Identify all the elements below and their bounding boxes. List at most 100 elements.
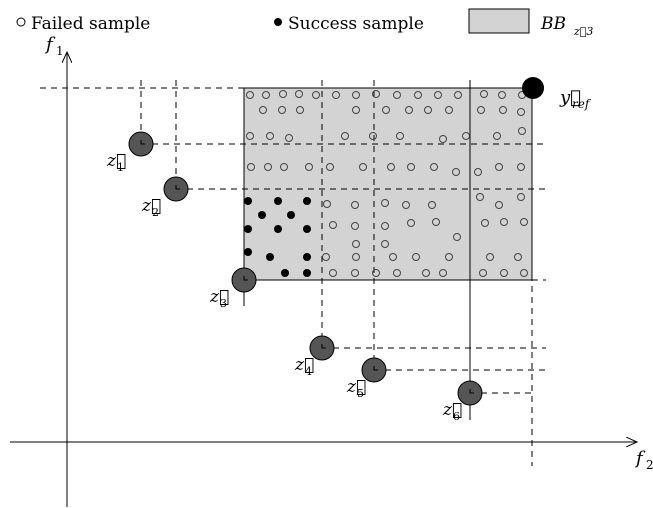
- failed-sample-marker: [246, 132, 254, 140]
- failed-sample-marker: [476, 193, 484, 201]
- success-sample-marker: [244, 248, 252, 256]
- failed-sample-marker: [479, 269, 487, 277]
- failed-sample-marker: [305, 163, 313, 171]
- failed-sample-marker: [247, 163, 255, 171]
- failed-sample-marker: [407, 219, 415, 227]
- failed-sample-marker: [262, 91, 270, 99]
- failed-sample-marker: [520, 218, 528, 226]
- failed-sample-marker: [396, 132, 404, 140]
- failed-sample-marker: [432, 218, 440, 226]
- point-z3-label-subscript: 3: [220, 297, 227, 310]
- failed-sample-marker: [414, 91, 422, 99]
- legend-box-subscript: z⃗3: [573, 25, 593, 38]
- point-z1-crosshair: [140, 140, 145, 145]
- reference-point: [522, 77, 544, 99]
- success-sample-marker: [303, 197, 311, 205]
- failed-sample-marker: [428, 201, 436, 209]
- failed-sample-marker: [462, 132, 470, 140]
- failed-sample-marker: [341, 132, 349, 140]
- failed-sample-marker: [518, 127, 526, 135]
- failed-sample-marker: [402, 201, 410, 209]
- failed-sample-marker: [381, 240, 389, 248]
- legend-failed-label: Failed sample: [31, 14, 150, 34]
- failed-sample-marker: [352, 106, 360, 114]
- failed-sample-marker: [352, 91, 360, 99]
- point-z1-label: z⃗: [106, 151, 126, 171]
- success-sample-marker: [281, 269, 289, 277]
- failed-sample-marker: [517, 163, 525, 171]
- failed-sample-marker: [393, 91, 401, 99]
- failed-sample-marker: [434, 91, 442, 99]
- legend-success-marker: [274, 18, 282, 26]
- failed-sample-marker: [422, 269, 430, 277]
- samples: [244, 90, 528, 277]
- failed-sample-marker: [500, 218, 508, 226]
- failed-sample-marker: [480, 90, 488, 98]
- failed-sample-marker: [351, 222, 359, 230]
- failed-sample-marker: [481, 219, 489, 227]
- failed-sample-marker: [407, 163, 415, 171]
- failed-sample-marker: [351, 201, 359, 209]
- point-z4-label-subscript: 4: [305, 365, 312, 378]
- failed-sample-marker: [329, 221, 337, 229]
- point-z4-crosshair: [321, 344, 326, 349]
- failed-sample-marker: [295, 90, 303, 98]
- failed-sample-marker: [264, 163, 272, 171]
- legend-box-swatch: [468, 8, 530, 34]
- y-axis-label: f: [44, 34, 56, 55]
- failed-sample-marker: [495, 163, 503, 171]
- point-z6-label-subscript: 6: [453, 410, 460, 423]
- point-z6-label: z⃗: [442, 400, 462, 420]
- points: z⃗1z⃗2z⃗3z⃗4z⃗5z⃗6: [106, 131, 483, 423]
- failed-sample-marker: [393, 269, 401, 277]
- reference-label-subscript: ref: [572, 97, 592, 111]
- point-z5-crosshair: [373, 366, 378, 371]
- failed-sample-marker: [387, 163, 395, 171]
- point-z1-label-subscript: 1: [117, 161, 124, 174]
- point-z2-crosshair: [175, 185, 180, 190]
- legend-box-label: BB: [540, 14, 566, 34]
- point-z3-label: z⃗: [209, 287, 229, 307]
- failed-sample-marker: [493, 132, 501, 140]
- failed-sample-marker: [246, 91, 254, 99]
- y-axis-label-subscript: 1: [56, 44, 64, 58]
- point-z6-crosshair: [469, 389, 474, 394]
- success-sample-marker: [244, 225, 252, 233]
- failed-sample-marker: [381, 222, 389, 230]
- failed-sample-marker: [517, 193, 525, 201]
- success-sample-marker: [303, 269, 311, 277]
- failed-sample-marker: [452, 168, 460, 176]
- failed-sample-marker: [332, 91, 340, 99]
- failed-sample-marker: [499, 106, 507, 114]
- success-sample-marker: [287, 211, 295, 219]
- failed-sample-marker: [439, 135, 447, 143]
- failed-sample-marker: [352, 253, 360, 261]
- success-sample-marker: [244, 197, 252, 205]
- point-z2-label: z⃗: [141, 196, 161, 216]
- failed-sample-marker: [266, 132, 274, 140]
- failed-sample-marker: [439, 269, 447, 277]
- failed-sample-marker: [430, 163, 438, 171]
- failed-sample-marker: [474, 168, 482, 176]
- success-sample-marker: [266, 253, 274, 261]
- failed-sample-marker: [278, 106, 286, 114]
- failed-sample-marker: [389, 253, 397, 261]
- failed-sample-marker: [382, 106, 390, 114]
- failed-sample-marker: [477, 106, 485, 114]
- failed-sample-marker: [454, 91, 462, 99]
- failed-sample-marker: [296, 106, 304, 114]
- failed-sample-marker: [486, 253, 494, 261]
- failed-sample-marker: [517, 108, 525, 116]
- reference-label: y⃗: [559, 87, 581, 108]
- point-z5-label: z⃗: [346, 377, 366, 397]
- failed-sample-marker: [520, 269, 528, 277]
- failed-sample-marker: [369, 132, 377, 140]
- x-axis-label-subscript: 2: [646, 458, 653, 472]
- x-axis-label: f: [634, 448, 646, 469]
- legend: Failed sample Success sample BB z⃗3: [16, 8, 593, 38]
- failed-sample-marker: [326, 163, 334, 171]
- success-sample-marker: [274, 225, 282, 233]
- failed-sample-marker: [312, 91, 320, 99]
